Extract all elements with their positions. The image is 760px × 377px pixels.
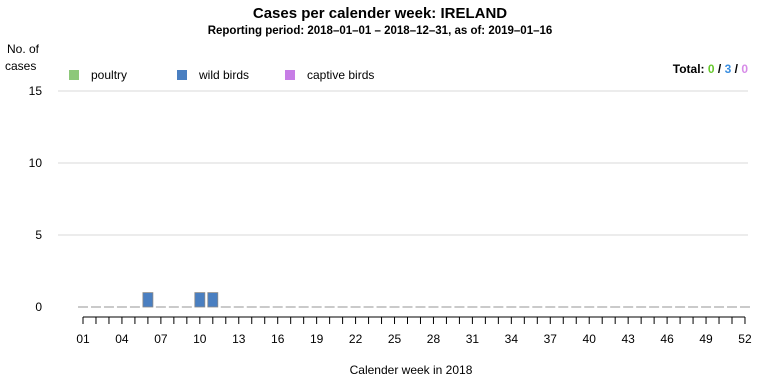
x-tick-label-01: 01 [76, 332, 90, 346]
x-tick-label-40: 40 [583, 332, 597, 346]
x-tick-label-52: 52 [738, 332, 752, 346]
legend-label-captive-birds: captive birds [307, 68, 374, 82]
y-tick-label-0: 0 [35, 300, 42, 314]
x-tick-label-25: 25 [388, 332, 402, 346]
y-tick-label-15: 15 [29, 84, 43, 98]
y-axis-ticks: 0 5 10 15 [29, 84, 43, 314]
y-axis-label-line1: No. of [7, 42, 40, 56]
x-tick-label-13: 13 [232, 332, 246, 346]
bar-week-06-wild-birds [142, 292, 154, 308]
y-axis-label-line2: cases [5, 59, 36, 73]
chart-subtitle: Reporting period: 2018–01–01 – 2018–12–3… [208, 25, 553, 37]
totals-readout: Total: 0 / 3 / 0 [673, 62, 749, 76]
x-tick-label-16: 16 [271, 332, 285, 346]
legend-swatch-wild-birds [177, 70, 187, 80]
gridlines [58, 90, 748, 236]
bar-week-11-wild-birds [207, 292, 219, 308]
chart-title: Cases per calender week: IRELAND [253, 5, 507, 22]
total-captive-birds: 0 [741, 62, 748, 76]
legend-swatch-poultry [69, 70, 79, 80]
totals-label: Total: [673, 62, 705, 76]
x-tick-label-04: 04 [115, 332, 129, 346]
x-tick-label-37: 37 [544, 332, 558, 346]
legend-label-poultry: poultry [91, 68, 127, 82]
legend-swatch-captive-birds [285, 70, 295, 80]
bar-week-10-wild-birds [194, 292, 206, 308]
y-tick-label-5: 5 [35, 228, 42, 242]
x-tick-label-28: 28 [427, 332, 441, 346]
legend: poultry wild birds captive birds [69, 68, 374, 82]
x-tick-label-34: 34 [505, 332, 519, 346]
total-separator-1: / [715, 62, 725, 76]
y-tick-label-10: 10 [29, 156, 43, 170]
x-tick-label-49: 49 [699, 332, 713, 346]
x-axis: 01 04 07 10 13 16 19 22 25 28 31 34 37 40 43 46 49 52 [76, 316, 752, 346]
x-tick-label-22: 22 [349, 332, 363, 346]
x-tick-label-46: 46 [660, 332, 674, 346]
x-axis-label: Calender week in 2018 [350, 363, 473, 377]
x-tick-label-43: 43 [621, 332, 635, 346]
total-poultry: 0 [708, 62, 715, 76]
x-tick-label-10: 10 [193, 332, 207, 346]
x-tick-label-07: 07 [154, 332, 168, 346]
x-tick-label-31: 31 [466, 332, 480, 346]
x-tick-label-19: 19 [310, 332, 324, 346]
total-wild-birds: 3 [725, 62, 732, 76]
legend-label-wild-birds: wild birds [198, 68, 249, 82]
total-separator-2: / [731, 62, 741, 76]
bars [78, 292, 750, 308]
